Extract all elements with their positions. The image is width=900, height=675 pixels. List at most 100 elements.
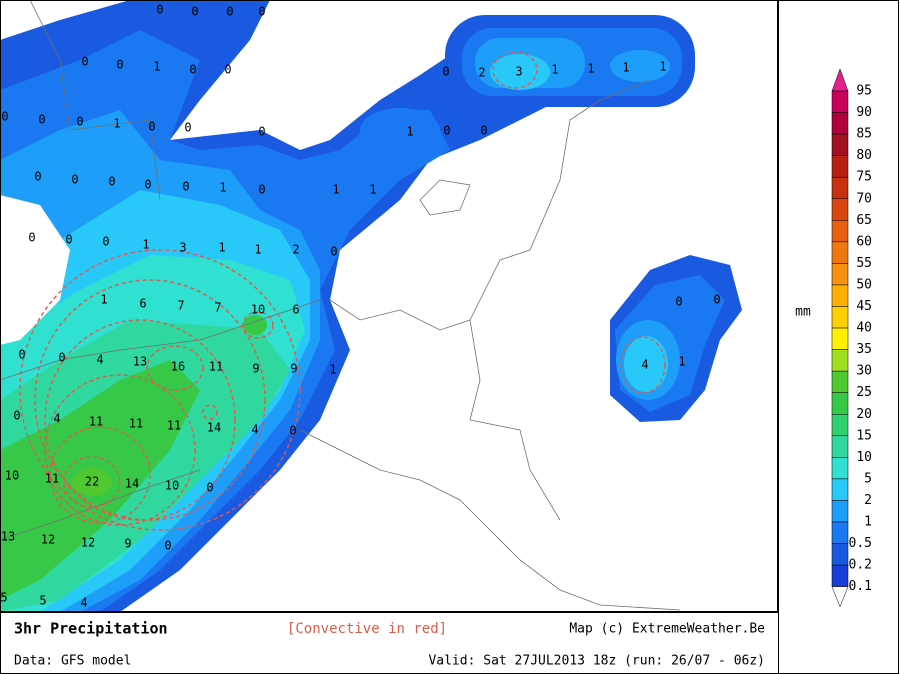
map-value-label: 1 xyxy=(587,62,594,76)
legend-label: 55 xyxy=(856,256,872,271)
map-value-label: 0 xyxy=(156,3,163,17)
legend-swatch xyxy=(831,564,849,587)
legend-swatch xyxy=(831,112,849,135)
legend-label: 95 xyxy=(856,84,872,99)
map-value-label: 16 xyxy=(171,360,185,374)
legend-swatch xyxy=(831,68,849,92)
map-value-label: 0 xyxy=(34,170,41,184)
legend-swatch xyxy=(831,306,849,329)
map-value-label: 0 xyxy=(1,110,8,124)
map-frame xyxy=(0,0,778,612)
legend-label: 70 xyxy=(856,191,872,206)
map-value-label: 4 xyxy=(641,358,648,372)
legend-label: 10 xyxy=(856,450,872,465)
map-value-label: 1 xyxy=(142,238,149,252)
map-value-label: 0 xyxy=(224,63,231,77)
map-value-label: 6 xyxy=(292,303,299,317)
map-value-label: 14 xyxy=(207,421,221,435)
map-value-label: 0 xyxy=(226,5,233,19)
map-value-label: 2 xyxy=(478,66,485,80)
legend-label: 45 xyxy=(856,299,872,314)
map-value-label: 1 xyxy=(113,117,120,131)
map-value-label: 9 xyxy=(290,362,297,376)
map-value-label: 10 xyxy=(251,303,265,317)
map-value-label: 0 xyxy=(330,245,337,259)
legend-swatch xyxy=(831,370,849,393)
legend-label: 40 xyxy=(856,321,872,336)
map-value-label: 11 xyxy=(209,360,223,374)
map-value-label: 0 xyxy=(189,63,196,77)
map-value-label: 0 xyxy=(182,180,189,194)
country-borders xyxy=(0,0,681,611)
map-value-label: 0 xyxy=(58,351,65,365)
map-value-label: 11 xyxy=(129,417,143,431)
map-value-label: 0 xyxy=(258,183,265,197)
legend-swatch xyxy=(831,500,849,523)
map-value-label: 0 xyxy=(443,124,450,138)
legend-label: 60 xyxy=(856,234,872,249)
map-value-label: 1 xyxy=(622,61,629,75)
map-value-label: 1 xyxy=(551,63,558,77)
footer-valid: Valid: Sat 27JUL2013 18z (run: 26/07 - 0… xyxy=(428,654,765,669)
legend-swatch xyxy=(831,349,849,372)
map-value-label: 0 xyxy=(38,113,45,127)
map-value-label: 7 xyxy=(177,299,184,313)
legend-label: 25 xyxy=(856,385,872,400)
legend-swatch xyxy=(831,435,849,458)
footer-credit: Map (c) ExtremeWeather.Be xyxy=(569,622,765,637)
legend-swatch xyxy=(831,457,849,480)
legend-unit: mm xyxy=(795,305,811,320)
legend-label: 75 xyxy=(856,170,872,185)
map-value-label: 11 xyxy=(89,415,103,429)
legend-label: 90 xyxy=(856,105,872,120)
legend-label: 0.5 xyxy=(849,536,872,551)
map-value-label: 11 xyxy=(45,472,59,486)
map-value-label: 1 xyxy=(678,355,685,369)
map-value-label: 2 xyxy=(292,243,299,257)
legend-label: 20 xyxy=(856,407,872,422)
legend-label: 80 xyxy=(856,148,872,163)
map-value-label: 0 xyxy=(71,173,78,187)
map-value-label: 0 xyxy=(76,115,83,129)
legend-label: 2 xyxy=(864,493,872,508)
legend-label: 30 xyxy=(856,364,872,379)
legend-swatch xyxy=(831,586,849,608)
legend-label: 0.1 xyxy=(849,579,872,594)
legend-swatch xyxy=(831,263,849,286)
map-value-label: 0 xyxy=(675,295,682,309)
legend-swatch xyxy=(831,133,849,156)
legend-swatch xyxy=(831,155,849,178)
map-value-label: 0 xyxy=(258,5,265,19)
map-value-label: 0 xyxy=(258,125,265,139)
map-value-label: 0 xyxy=(148,120,155,134)
map-value-label: 0 xyxy=(191,5,198,19)
legend-swatch xyxy=(831,284,849,307)
legend-label: 5 xyxy=(864,471,872,486)
map-value-label: 0 xyxy=(28,231,35,245)
map-value-label: 1 xyxy=(219,181,226,195)
footer-title: 3hr Precipitation xyxy=(14,620,168,638)
legend-frame xyxy=(778,0,899,674)
legend: mm 95 90 85 80 75 70 65 60 55 50 45 40 35 30 25 20 15 10 5… xyxy=(795,68,872,608)
map-value-label: 5 xyxy=(0,591,7,605)
map-value-label: 9 xyxy=(124,537,131,551)
legend-label: 85 xyxy=(856,127,872,142)
convective-contours xyxy=(19,51,666,531)
map-value-label: 0 xyxy=(18,348,25,362)
map-value-label: 0 xyxy=(442,65,449,79)
legend-swatch xyxy=(831,198,849,221)
footer-convective: [Convective in red] xyxy=(287,621,447,637)
map-value-label: 1 xyxy=(100,293,107,307)
legend-swatch xyxy=(831,543,849,566)
precipitation-field xyxy=(0,0,742,612)
map-value-label: 3 xyxy=(515,65,522,79)
map-value-label: 10 xyxy=(165,479,179,493)
map-value-label: 1 xyxy=(218,241,225,255)
legend-label: 15 xyxy=(856,428,872,443)
map-value-label: 1 xyxy=(153,60,160,74)
map-value-label: 4 xyxy=(80,596,87,610)
map-value-label: 1 xyxy=(369,183,376,197)
map-value-label: 22 xyxy=(85,475,99,489)
map-value-label: 12 xyxy=(81,536,95,550)
map-value-label: 0 xyxy=(206,481,213,495)
